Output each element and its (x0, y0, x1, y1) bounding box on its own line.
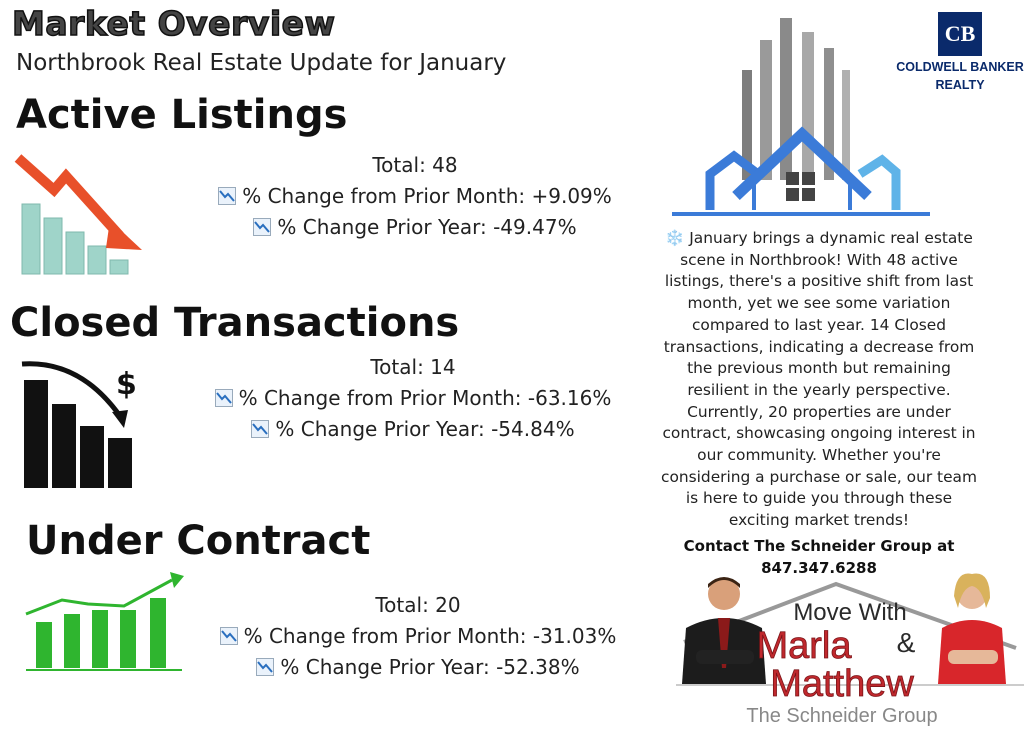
closed-transactions-year-change: % Change Prior Year: -54.84% (275, 417, 575, 441)
market-summary-paragraph: ❄️ January brings a dynamic real estate … (661, 229, 977, 530)
active-listings-month-change: % Change from Prior Month: +9.09% (242, 184, 612, 208)
closed-transactions-month-change: % Change from Prior Month: -63.16% (238, 386, 612, 410)
under-contract-year-change: % Change Prior Year: -52.38% (280, 655, 580, 679)
active-listings-month-change-row: % Change from Prior Month: +9.09% (200, 181, 630, 212)
cb-name-line2: REALTY (935, 78, 985, 92)
building-house-logo-icon (672, 18, 930, 216)
under-contract-total: Total: 20 (375, 593, 461, 617)
closed-transactions-heading: Closed Transactions (10, 300, 460, 346)
chart-down-icon (218, 187, 237, 205)
closed-transactions-month-change-row: % Change from Prior Month: -63.16% (196, 383, 630, 414)
contact-block: Contact The Schneider Group at 847.347.6… (660, 535, 978, 579)
declining-bar-chart-icon (14, 154, 142, 275)
cb-name-line1: COLDWELL BANKER (896, 60, 1024, 74)
under-contract-stats: Total: 20 % Change from Prior Month: -31… (196, 590, 640, 683)
chart-down-icon (251, 420, 270, 438)
under-contract-heading: Under Contract (26, 518, 371, 564)
banner-ampersand: & (897, 627, 916, 658)
page-title: Market Overview (11, 3, 336, 44)
active-listings-year-change-row: % Change Prior Year: -49.47% (200, 212, 630, 243)
cb-initials-box: CB (938, 12, 982, 56)
closed-transactions-stats: Total: 14 % Change from Prior Month: -63… (196, 352, 630, 445)
chart-down-icon (256, 658, 275, 676)
rising-bar-chart-icon (25, 572, 184, 671)
under-contract-year-change-row: % Change Prior Year: -52.38% (196, 652, 640, 683)
banner-move-with: Move With (793, 599, 906, 626)
dollar-sign-icon: $ (116, 367, 137, 402)
agent-photo-matthew (682, 577, 766, 684)
under-contract-month-change: % Change from Prior Month: -31.03% (243, 624, 617, 648)
team-banner: Move With Marla & Matthew The Schneider … (676, 573, 1024, 727)
page-subtitle: Northbrook Real Estate Update for Januar… (16, 50, 507, 76)
coldwell-banker-logo: CB COLDWELL BANKER REALTY (896, 12, 1024, 92)
active-listings-heading: Active Listings (16, 92, 348, 138)
banner-group-name: The Schneider Group (746, 705, 937, 727)
agent-photo-marla (938, 573, 1006, 684)
contact-line: Contact The Schneider Group at (683, 537, 955, 555)
chart-down-icon (214, 389, 233, 407)
banner-name-matthew: Matthew (770, 663, 914, 705)
active-listings-year-change: % Change Prior Year: -49.47% (277, 215, 577, 239)
active-listings-total: Total: 48 (372, 153, 458, 177)
contact-phone: 847.347.6288 (761, 559, 877, 577)
declining-dollar-chart-icon: $ (21, 361, 137, 488)
banner-name-marla: Marla (756, 625, 852, 667)
closed-transactions-year-change-row: % Change Prior Year: -54.84% (196, 414, 630, 445)
active-listings-stats: Total: 48 % Change from Prior Month: +9.… (200, 150, 630, 243)
under-contract-month-change-row: % Change from Prior Month: -31.03% (196, 621, 640, 652)
chart-down-icon (219, 627, 238, 645)
closed-transactions-total: Total: 14 (370, 355, 456, 379)
chart-down-icon (253, 218, 272, 236)
